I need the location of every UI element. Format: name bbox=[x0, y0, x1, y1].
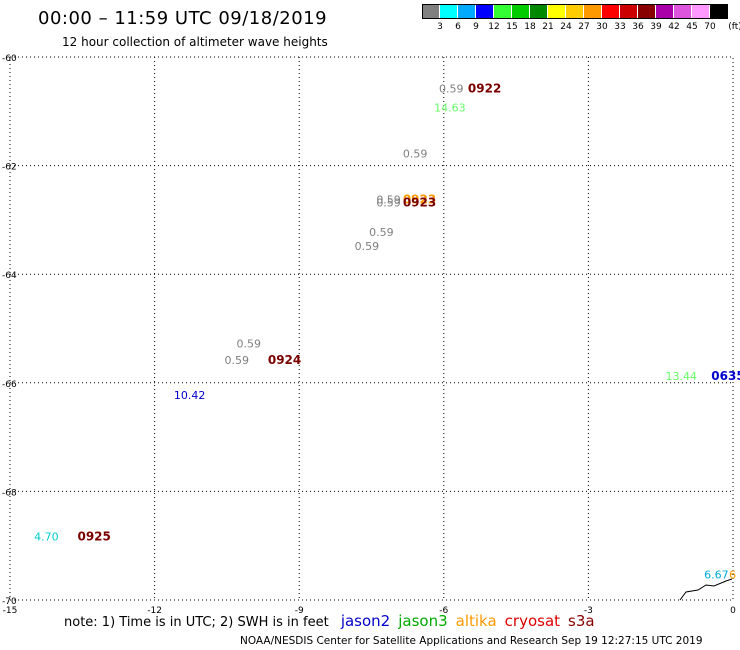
pass-labels: 092209230923092406350925 bbox=[77, 81, 740, 543]
legend-swatch bbox=[440, 4, 457, 19]
legend-label: 39 bbox=[650, 22, 662, 32]
swh-observation: 0.59 bbox=[369, 226, 394, 239]
legend-swatch bbox=[602, 4, 619, 19]
legend-label: 9 bbox=[473, 22, 479, 32]
y-tick-label: -64 bbox=[2, 271, 17, 281]
legend-unit: (ft) bbox=[728, 22, 740, 32]
coastline-path bbox=[679, 578, 733, 601]
legend-swatch bbox=[548, 4, 565, 19]
x-tick-label: -12 bbox=[147, 606, 162, 616]
pass-time-label: 0923 bbox=[403, 193, 436, 207]
x-tick-label: -15 bbox=[3, 606, 18, 616]
x-tick-label: 0 bbox=[730, 606, 736, 616]
satellite-jason2: jason2 bbox=[340, 612, 391, 630]
map-axes: -15 -12 -9 -6 -3 0 -60 -62 -64 -66 -68 -70 bbox=[2, 54, 736, 616]
swh-observation: 0.59 bbox=[403, 147, 428, 160]
swh-observation: 6 bbox=[729, 568, 736, 581]
coastline bbox=[679, 578, 733, 601]
pass-time-label: 0924 bbox=[268, 353, 301, 367]
legend-label: 3 bbox=[437, 22, 443, 32]
legend-swatch bbox=[692, 4, 709, 19]
observations: 0.5914.630.590.590.590.590.590.590.5910.… bbox=[34, 82, 736, 581]
swh-observation: 4.70 bbox=[34, 530, 59, 543]
legend-swatch bbox=[638, 4, 655, 19]
satellite-altika: altika bbox=[455, 612, 497, 630]
satellite-cryosat: cryosat bbox=[504, 612, 561, 630]
x-tick-label: -6 bbox=[439, 606, 448, 616]
legend-label: 30 bbox=[596, 22, 608, 32]
page-title: 00:00 – 11:59 UTC 09/18/2019 bbox=[38, 8, 328, 29]
pass-time-label: 0925 bbox=[77, 529, 110, 543]
footer-note: note: 1) Time is in UTC; 2) SWH is in fe… bbox=[64, 615, 329, 630]
swh-observation: 0.59 bbox=[376, 196, 401, 209]
y-tick-label: -66 bbox=[2, 380, 17, 390]
credit-line: NOAA/NESDIS Center for Satellite Applica… bbox=[240, 635, 703, 647]
legend-label: 18 bbox=[524, 22, 536, 32]
satellite-legend: jason2 jason3 altika cryosat s3a bbox=[333, 612, 595, 630]
legend-swatch bbox=[530, 4, 547, 19]
pass-time-label: 0635 bbox=[711, 369, 740, 383]
legend-swatch bbox=[710, 4, 727, 19]
swh-observation: 0.59 bbox=[376, 194, 401, 207]
legend-swatch bbox=[620, 4, 637, 19]
legend-label: 12 bbox=[488, 22, 500, 32]
legend-swatch bbox=[458, 4, 475, 19]
legend-frame bbox=[422, 4, 728, 19]
x-tick-label: -9 bbox=[295, 606, 304, 616]
map-grid bbox=[9, 56, 734, 601]
swh-observation: 13.44 bbox=[666, 370, 698, 383]
legend-label: 15 bbox=[506, 22, 518, 32]
legend-label: 27 bbox=[578, 22, 590, 32]
y-tick-label: -70 bbox=[2, 597, 17, 607]
swh-observation: 0.59 bbox=[224, 354, 249, 367]
legend-label: 33 bbox=[614, 22, 626, 32]
y-tick-label: -68 bbox=[2, 488, 17, 498]
legend-label: 21 bbox=[542, 22, 554, 32]
swh-observation: 0.59 bbox=[439, 82, 464, 95]
legend-label: 70 bbox=[704, 22, 716, 32]
swh-observation: 0.59 bbox=[237, 338, 261, 351]
legend-label: 42 bbox=[668, 22, 680, 32]
legend-swatch bbox=[656, 4, 673, 19]
footer-note-row: note: 1) Time is in UTC; 2) SWH is in fe… bbox=[64, 612, 595, 630]
swh-observation: 10.42 bbox=[174, 389, 206, 402]
legend-swatch bbox=[674, 4, 691, 19]
satellite-jason3: jason3 bbox=[398, 612, 448, 630]
map-frame bbox=[9, 56, 734, 601]
legend-swatch bbox=[494, 4, 511, 19]
pass-time-label: 0922 bbox=[468, 81, 501, 95]
legend-label: 45 bbox=[686, 22, 698, 32]
legend-swatch bbox=[476, 4, 493, 19]
swh-observation: 0.59 bbox=[355, 240, 380, 253]
legend-swatch bbox=[512, 4, 529, 19]
y-tick-label: -60 bbox=[2, 54, 17, 64]
swh-observation: 6.67 bbox=[704, 568, 729, 581]
legend-swatch bbox=[584, 4, 601, 19]
legend-label: 6 bbox=[455, 22, 461, 32]
pass-time-label: 0923 bbox=[403, 195, 436, 209]
page-subtitle: 12 hour collection of altimeter wave hei… bbox=[62, 35, 328, 49]
legend-label: 24 bbox=[560, 22, 572, 32]
legend-swatch bbox=[422, 4, 439, 19]
legend-swatch bbox=[566, 4, 583, 19]
swh-observation: 14.63 bbox=[434, 101, 466, 114]
legend-label: 36 bbox=[632, 22, 644, 32]
satellite-s3a: s3a bbox=[568, 612, 595, 630]
x-tick-label: -3 bbox=[584, 606, 593, 616]
y-tick-label: -62 bbox=[2, 163, 17, 173]
